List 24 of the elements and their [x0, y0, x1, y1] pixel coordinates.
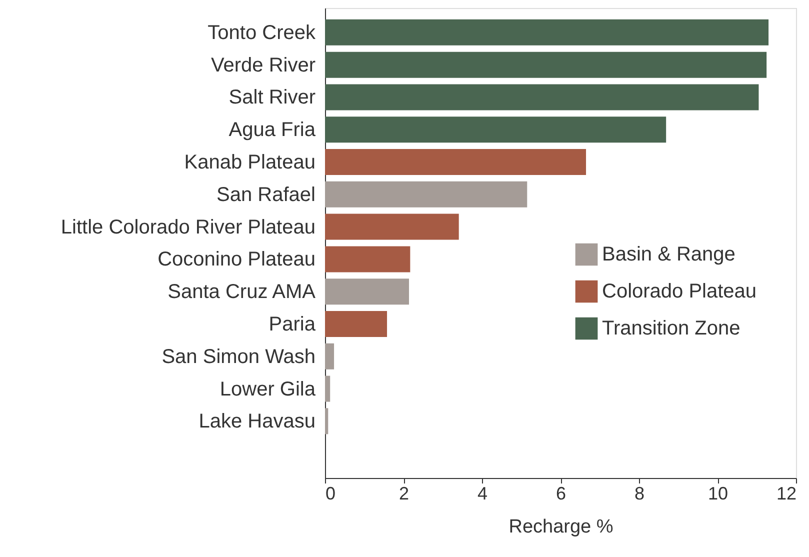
- legend-label: Basin & Range: [602, 244, 736, 266]
- x-tick-label: 10: [708, 484, 728, 504]
- x-tick-label: 6: [556, 484, 566, 504]
- legend-label: Colorado Plateau: [602, 280, 757, 302]
- x-tick-label: 0: [326, 484, 336, 504]
- y-tick-label: Verde River: [211, 54, 316, 76]
- x-tick-label: 8: [634, 484, 645, 504]
- y-tick-label: Santa Cruz AMA: [168, 281, 316, 304]
- legend-label: Transition Zone: [602, 318, 740, 340]
- y-tick-label: Agua Fria: [228, 119, 316, 142]
- y-tick-label: Coconino Plateau: [158, 248, 316, 271]
- y-tick-label: Paria: [268, 313, 316, 336]
- x-tick-label: 4: [477, 484, 488, 504]
- y-tick-label: San Rafael: [216, 184, 316, 206]
- y-tick-label: Tonto Creek: [208, 22, 316, 44]
- y-tick-label: Lower Gila: [220, 378, 316, 400]
- x-tick-label: 12: [776, 484, 796, 504]
- y-tick-label: San Simon Wash: [162, 346, 316, 368]
- x-tick-label: 2: [398, 484, 410, 504]
- y-tick-label: Kanab Plateau: [184, 152, 316, 174]
- y-tick-label: Little Colorado River Plateau: [60, 216, 316, 238]
- y-tick-label: Lake Havasu: [198, 410, 316, 433]
- x-axis-title: Recharge %: [508, 516, 614, 538]
- y-tick-label: Salt River: [228, 86, 316, 109]
